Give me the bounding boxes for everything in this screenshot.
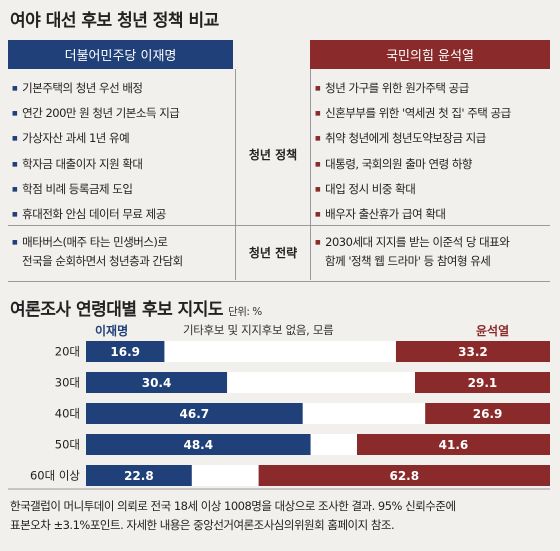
left-candidate-header: 더불어민주당 이재명 [8, 40, 233, 69]
list-item: 신혼부부를 위한 '역세권 첫 집' 주택 공급 [315, 101, 511, 126]
bar-right [258, 465, 550, 486]
strategy-line: 2030세대 지지를 받는 이준석 당 대표와 [325, 235, 510, 249]
list-item: 학자금 대출이자 지원 확대 [12, 152, 179, 177]
divider [8, 281, 550, 282]
youth-policy-label: 청년 정책 [248, 148, 298, 162]
data-label-right: 26.9 [473, 407, 503, 421]
bar-right [356, 434, 550, 455]
category-label: 60대 이상 [30, 469, 80, 483]
list-item: 대통령, 국회의원 출마 연령 하향 [315, 152, 511, 177]
list-item: 배우자 출산휴가 급여 확대 [315, 202, 511, 227]
divider [310, 69, 311, 280]
left-policy-list: 기본주택의 청년 우선 배정 연간 200만 원 청년 기본소득 지급 가상자산… [12, 76, 180, 227]
poll-title-text: 여론조사 연령대별 후보 지지도 [10, 300, 224, 320]
legend-right: 윤석열 [476, 324, 510, 338]
data-label-left: 30.4 [142, 376, 172, 390]
bar-right [414, 372, 550, 393]
poll-unit: 단위: % [228, 306, 262, 318]
footnote-line: 한국갤럽이 머니투데이 의뢰로 전국 18세 이상 1008명을 대상으로 조사… [10, 499, 456, 513]
right-policy-list: 청년 가구를 위한 원가주택 공급 신혼부부를 위한 '역세권 첫 집' 주택 … [315, 76, 511, 227]
bar-left [86, 465, 192, 486]
category-label: 50대 [55, 438, 80, 452]
right-strategy: ■ 2030세대 지지를 받는 이준석 당 대표와 함께 '정책 웹 드라마' 등… [315, 233, 510, 271]
youth-strategy-label: 청년 전략 [248, 246, 298, 260]
data-label-left: 46.7 [180, 407, 210, 421]
footnote-line: 표본오차 ±3.1%포인트. 자세한 내용은 중앙선거여론조사심의위원회 홈페이… [10, 518, 395, 532]
category-label: 20대 [55, 345, 80, 359]
data-label-left: 22.8 [124, 469, 154, 483]
data-label-right: 33.2 [458, 345, 488, 359]
bar-right [425, 403, 550, 424]
legend-middle: 기타후보 및 지지후보 없음, 모름 [183, 323, 334, 337]
divider [235, 69, 236, 280]
list-item: 가상자산 과세 1년 유예 [12, 126, 179, 151]
right-candidate-header: 국민의힘 윤석열 [310, 40, 550, 69]
data-label-left: 48.4 [183, 438, 213, 452]
list-item: 연간 200만 원 청년 기본소득 지급 [12, 101, 180, 126]
left-strategy: ■ 매타버스(매주 타는 민생버스)로 전국을 순회하면서 청년층과 간담회 [12, 233, 183, 271]
page-title: 여야 대선 후보 청년 정책 비교 [10, 11, 219, 31]
strategy-line: 전국을 순회하면서 청년층과 간담회 [22, 254, 183, 268]
data-label-right: 29.1 [468, 376, 498, 390]
list-item: 대입 정시 비중 확대 [315, 177, 511, 202]
footnote: 한국갤럽이 머니투데이 의뢰로 전국 18세 이상 1008명을 대상으로 조사… [10, 497, 555, 535]
bar-left [86, 372, 228, 393]
strategy-line: 함께 '정책 웹 드라마' 등 참여형 유세 [325, 254, 491, 268]
divider [8, 225, 550, 226]
data-label-right: 62.8 [389, 469, 419, 483]
list-item: 청년 가구를 위한 원가주택 공급 [315, 76, 511, 101]
list-item: 기본주택의 청년 우선 배정 [12, 76, 179, 101]
category-label: 30대 [55, 376, 80, 390]
bar-left [86, 403, 303, 424]
bar-left [86, 434, 311, 455]
list-item: 학점 비례 등록금제 도입 [12, 177, 179, 202]
bullet-icon: ■ [315, 239, 321, 246]
bar-right [395, 341, 550, 362]
bullet-icon: ■ [12, 239, 18, 246]
legend-left: 이재명 [95, 324, 129, 338]
list-item: 휴대전화 안심 데이터 무료 제공 [12, 202, 179, 227]
poll-title: 여론조사 연령대별 후보 지지도 단위: % [10, 295, 262, 320]
strategy-line: 매타버스(매주 타는 민생버스)로 [22, 235, 168, 249]
list-item: 취약 청년에게 청년도약보장금 지급 [315, 126, 511, 151]
data-label-right: 41.6 [439, 438, 469, 452]
data-label-left: 16.9 [110, 345, 140, 359]
bar-left [86, 341, 165, 362]
category-label: 40대 [55, 407, 80, 421]
